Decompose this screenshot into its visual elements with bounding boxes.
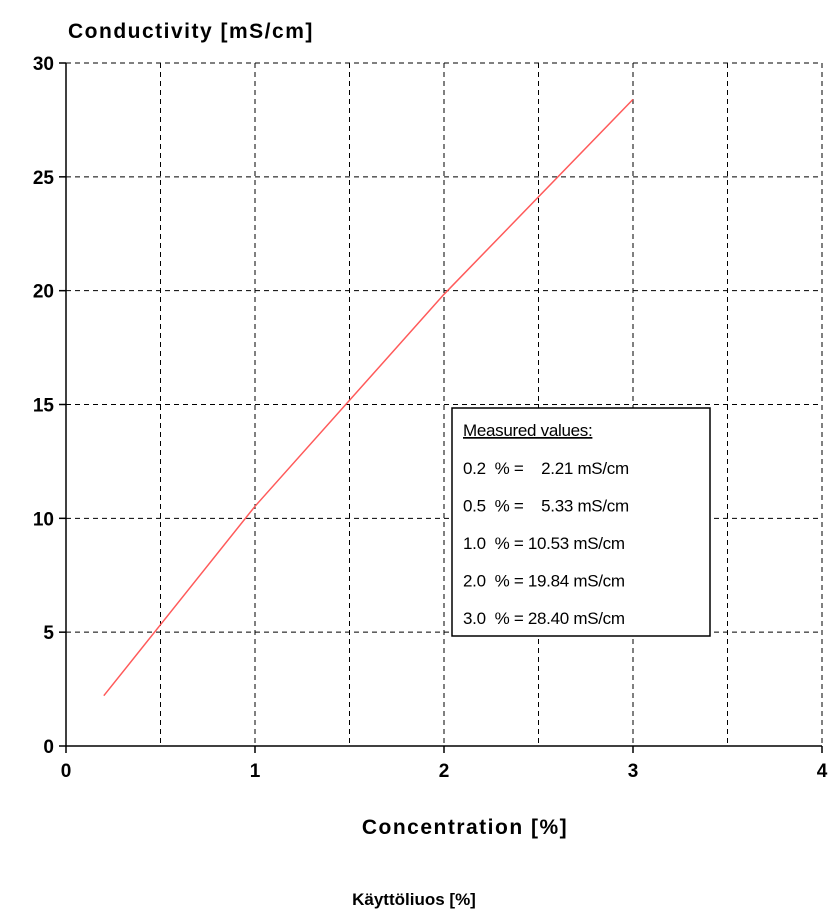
x-tick-label: 1 xyxy=(250,761,261,782)
y-tick-label: 20 xyxy=(33,282,54,303)
series-line xyxy=(103,98,634,697)
x-tick-label: 0 xyxy=(61,761,72,782)
x-tick-label: 3 xyxy=(628,761,639,782)
series-layer xyxy=(103,98,634,697)
x-tick-label: 2 xyxy=(439,761,450,782)
legend-entry: 3.0 % = 28.40 mS/cm xyxy=(463,609,625,628)
y-tick-label: 25 xyxy=(33,168,55,189)
x-axis-title: Concentration [%] xyxy=(362,816,568,839)
legend-title: Measured values: xyxy=(463,421,592,440)
legend-entry: 0.2 % = 2.21 mS/cm xyxy=(463,459,629,478)
axes xyxy=(59,62,823,753)
y-tick-label: 30 xyxy=(33,54,54,75)
tick-labels: 0 5 10 15 20 25 30 0 1 2 3 4 xyxy=(33,54,828,782)
y-tick-label: 15 xyxy=(33,396,55,417)
legend-entry: 2.0 % = 19.84 mS/cm xyxy=(463,572,625,591)
y-axis-title: Conductivity [mS/cm] xyxy=(68,20,314,43)
legend-entry: 1.0 % = 10.53 mS/cm xyxy=(463,534,625,553)
legend-frame xyxy=(451,407,711,637)
grid-lines xyxy=(66,62,823,746)
measured-values-box: Measured values: 0.2 % = 2.21 mS/cm 0.5 %… xyxy=(451,407,711,637)
y-tick-label: 0 xyxy=(43,737,54,758)
y-tick-label: 5 xyxy=(43,623,54,644)
legend-entry: 0.5 % = 5.33 mS/cm xyxy=(463,497,629,516)
x-tick-label: 4 xyxy=(817,761,828,782)
footer-label: Käyttöliuos [%] xyxy=(352,890,476,909)
y-tick-label: 10 xyxy=(33,509,54,530)
